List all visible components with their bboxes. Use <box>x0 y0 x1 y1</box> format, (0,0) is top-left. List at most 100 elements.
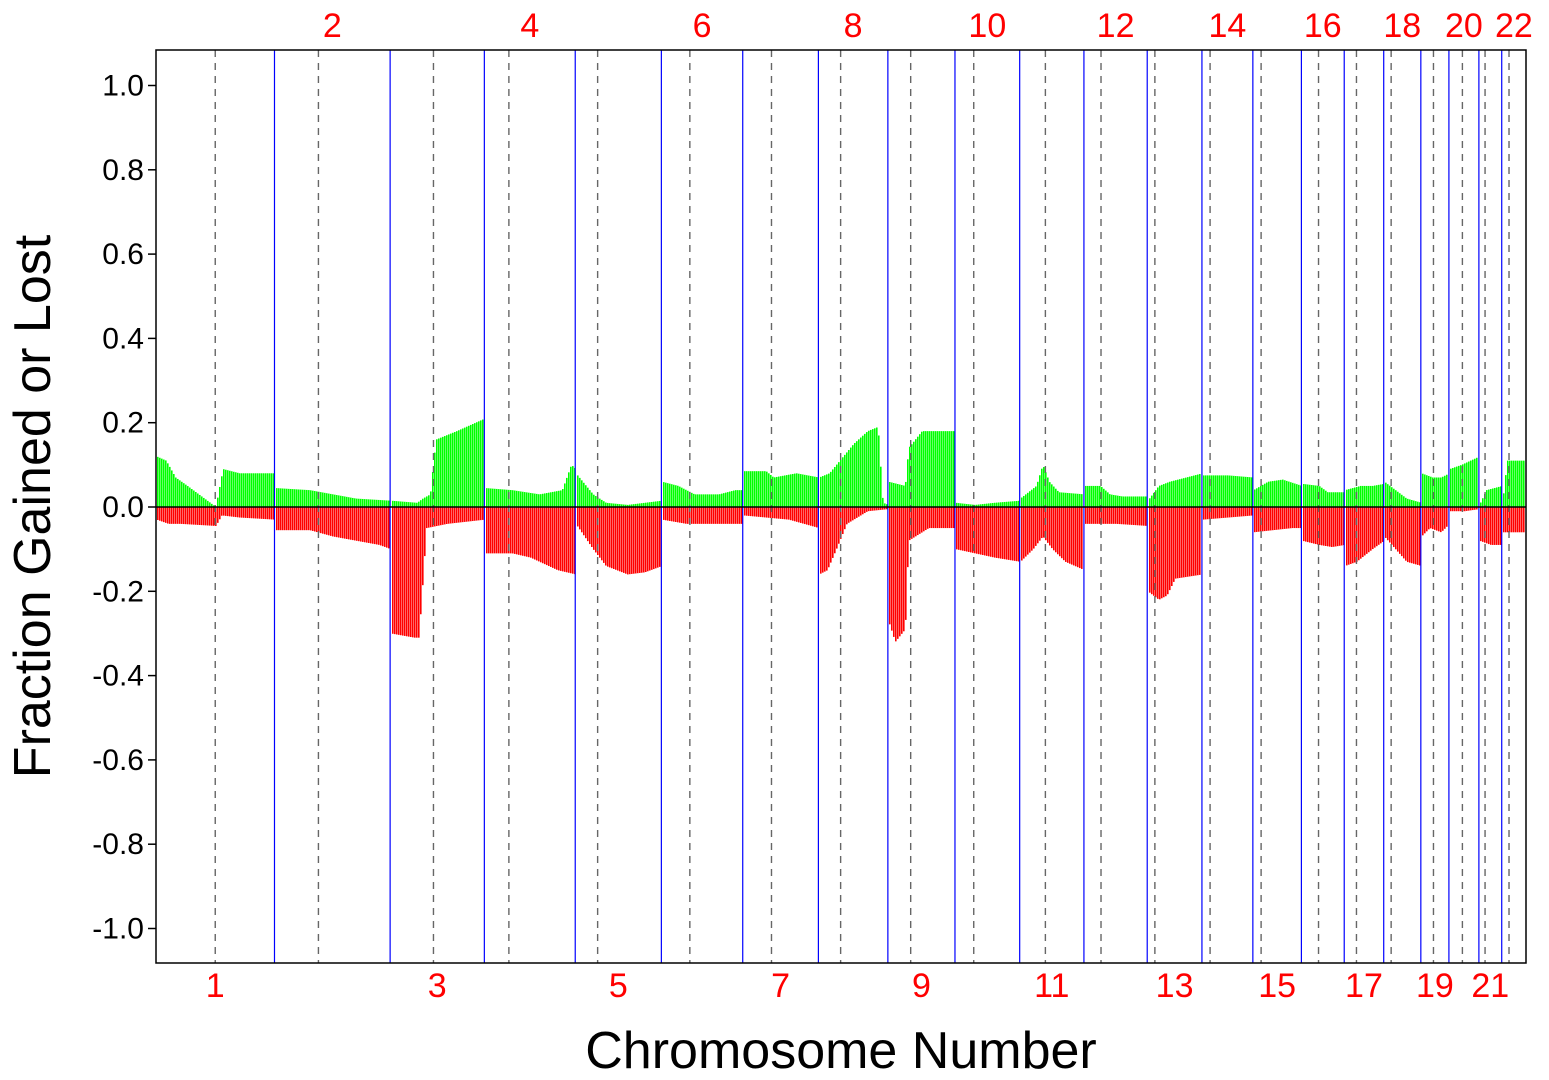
gain-bar <box>895 483 897 507</box>
gain-bar <box>868 430 870 507</box>
gain-bar <box>929 431 931 507</box>
loss-bar <box>723 507 725 524</box>
gain-bar <box>1278 480 1280 507</box>
loss-bar <box>808 507 810 526</box>
gain-bar <box>1073 493 1075 507</box>
gain-bar <box>939 431 941 507</box>
gain-bar <box>1319 486 1321 507</box>
loss-bar <box>207 507 209 526</box>
gain-bar <box>872 429 874 507</box>
gain-bar <box>1303 484 1305 507</box>
gain-bar <box>663 482 665 507</box>
loss-bar <box>921 507 923 533</box>
loss-bar <box>1415 507 1417 565</box>
gain-bar <box>1395 490 1397 507</box>
loss-bar <box>1193 507 1195 576</box>
gain-bar <box>862 435 864 507</box>
gain-bar <box>290 488 292 507</box>
loss-bar <box>1197 507 1199 576</box>
gain-bar <box>782 475 784 507</box>
loss-bar <box>949 507 951 529</box>
loss-bar <box>905 507 907 620</box>
loss-bar <box>352 507 354 541</box>
gain-bar <box>171 470 173 507</box>
loss-bar <box>889 507 891 625</box>
gain-bar <box>1362 485 1364 507</box>
loss-bar <box>422 507 424 586</box>
gain-bar <box>1241 476 1243 507</box>
loss-bar <box>677 507 679 523</box>
gain-bar <box>1177 479 1179 507</box>
loss-bar <box>161 507 163 522</box>
loss-bar <box>1486 507 1488 544</box>
gain-bar <box>1486 490 1488 507</box>
gain-bar <box>177 478 179 507</box>
gain-bar <box>962 503 964 507</box>
loss-bar <box>219 507 221 520</box>
gain-bar <box>520 491 522 507</box>
gain-bar <box>396 501 398 507</box>
loss-bar <box>494 507 496 554</box>
gain-bar <box>468 425 470 507</box>
gain-bar <box>625 504 627 507</box>
loss-bar <box>1482 507 1484 542</box>
loss-bar <box>432 507 434 527</box>
loss-bar <box>585 507 587 539</box>
loss-bar <box>572 507 574 574</box>
gain-bar <box>504 489 506 507</box>
loss-bar <box>647 507 649 572</box>
loss-bar <box>1113 507 1115 524</box>
gain-bar <box>199 494 201 507</box>
loss-bar <box>1311 507 1313 544</box>
loss-bar <box>766 507 768 518</box>
loss-bar <box>1207 507 1209 520</box>
gain-bar <box>1057 490 1059 507</box>
loss-bar <box>1280 507 1282 530</box>
gain-bar <box>1121 496 1123 507</box>
gain-bar <box>1264 483 1266 507</box>
gain-bar <box>1193 475 1195 507</box>
gain-bar <box>970 504 972 507</box>
gain-bar <box>261 473 263 507</box>
gain-bar <box>181 481 183 507</box>
loss-bar <box>294 507 296 531</box>
loss-bar <box>1309 507 1311 543</box>
gain-bar <box>402 501 404 507</box>
loss-bar <box>1175 507 1177 579</box>
gain-bar <box>354 498 356 507</box>
loss-bar <box>358 507 360 542</box>
loss-bar <box>372 507 374 544</box>
loss-bar <box>737 507 739 524</box>
loss-bar <box>1313 507 1315 544</box>
loss-bar <box>727 507 729 524</box>
gain-bar <box>1065 492 1067 507</box>
gain-bar <box>219 486 221 507</box>
gain-bar <box>1197 474 1199 507</box>
loss-bar <box>438 507 440 526</box>
loss-bar <box>1378 507 1380 545</box>
y-tick-label: 1.0 <box>102 70 144 103</box>
loss-bar <box>1002 507 1004 559</box>
gain-bar <box>806 475 808 507</box>
gain-bar <box>1031 489 1033 507</box>
loss-bar <box>1069 507 1071 564</box>
loss-bar <box>899 507 901 637</box>
gain-bar <box>1049 482 1051 507</box>
gain-bar <box>711 494 713 507</box>
loss-bar <box>603 507 605 563</box>
gain-bar <box>717 494 719 507</box>
chromosome-label-top: 22 <box>1495 7 1533 45</box>
gain-bar <box>832 469 834 507</box>
gain-bar <box>304 489 306 507</box>
chromosome-label-bottom: 15 <box>1258 967 1296 1005</box>
gain-bar <box>229 470 231 507</box>
loss-bar <box>764 507 766 518</box>
gain-bar <box>878 435 880 507</box>
gain-bar <box>645 502 647 507</box>
gain-bar <box>1021 497 1023 507</box>
loss-bar <box>354 507 356 541</box>
gain-bar <box>1199 474 1201 507</box>
loss-bar <box>1245 507 1247 517</box>
loss-bar <box>1237 507 1239 517</box>
loss-bar <box>552 507 554 568</box>
